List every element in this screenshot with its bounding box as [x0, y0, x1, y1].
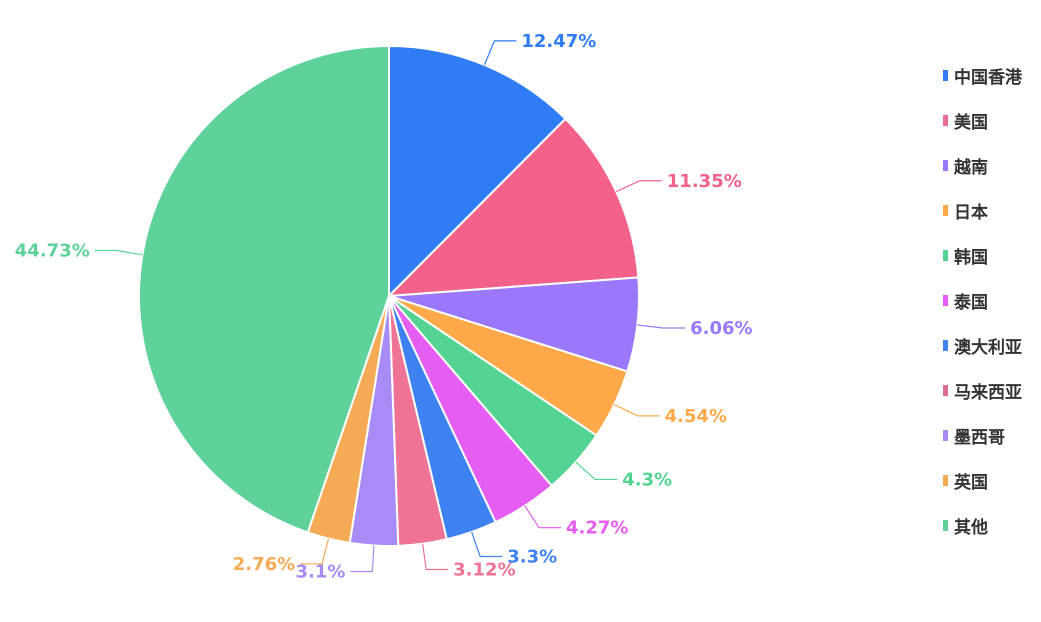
data-label-3: 4.54%	[665, 406, 727, 427]
pie-slice-10[interactable]	[138, 44, 390, 534]
leader-line-6	[471, 531, 503, 558]
legend-swatch	[943, 475, 948, 486]
data-label-8: 3.1%	[295, 561, 345, 582]
legend-label: 日本	[954, 203, 988, 223]
legend-item-6[interactable]: 澳大利亚	[943, 323, 1022, 368]
data-label-0: 12.47%	[521, 31, 596, 52]
legend-label: 墨西哥	[954, 428, 1005, 448]
legend-label: 英国	[954, 473, 988, 493]
legend-label: 韩国	[954, 248, 988, 268]
legend-label: 泰国	[954, 293, 988, 313]
legend-item-8[interactable]: 墨西哥	[943, 413, 1022, 458]
data-label-7: 3.12%	[453, 559, 515, 580]
legend-swatch	[943, 250, 948, 261]
legend-item-2[interactable]: 越南	[943, 143, 1022, 188]
leader-line-9	[300, 538, 330, 565]
chart-legend: 中国香港美国越南日本韩国泰国澳大利亚马来西亚墨西哥英国其他	[943, 53, 1022, 548]
data-label-6: 3.3%	[507, 546, 557, 567]
legend-swatch	[943, 385, 948, 396]
leader-line-2	[637, 324, 686, 329]
leader-line-3	[613, 404, 660, 417]
legend-item-9[interactable]: 英国	[943, 458, 1022, 503]
legend-label: 美国	[954, 113, 988, 133]
legend-swatch	[943, 520, 948, 531]
legend-swatch	[943, 295, 948, 306]
legend-swatch	[943, 205, 948, 216]
legend-item-0[interactable]: 中国香港	[943, 53, 1022, 98]
data-label-9: 2.76%	[233, 554, 295, 575]
legend-label: 越南	[954, 158, 988, 178]
leader-line-0	[483, 40, 517, 66]
leader-line-8	[350, 545, 375, 573]
legend-item-5[interactable]: 泰国	[943, 278, 1022, 323]
leader-line-5	[524, 505, 562, 529]
legend-label: 其他	[954, 518, 988, 538]
leader-line-7	[422, 543, 449, 571]
leader-line-10	[94, 249, 143, 256]
legend-swatch	[943, 160, 948, 171]
legend-item-4[interactable]: 韩国	[943, 233, 1022, 278]
legend-swatch	[943, 115, 948, 126]
legend-swatch	[943, 340, 948, 351]
legend-item-1[interactable]: 美国	[943, 98, 1022, 143]
leader-line-1	[615, 180, 662, 193]
legend-item-10[interactable]: 其他	[943, 503, 1022, 548]
leader-line-4	[575, 461, 618, 481]
legend-label: 澳大利亚	[954, 338, 1022, 358]
legend-item-3[interactable]: 日本	[943, 188, 1022, 233]
data-label-1: 11.35%	[667, 171, 742, 192]
legend-label: 马来西亚	[954, 383, 1022, 403]
legend-swatch	[943, 70, 948, 81]
legend-label: 中国香港	[954, 68, 1022, 88]
data-label-10: 44.73%	[15, 241, 90, 262]
pie-slice-0[interactable]	[388, 44, 567, 299]
legend-item-7[interactable]: 马来西亚	[943, 368, 1022, 413]
data-label-4: 4.3%	[622, 469, 672, 490]
legend-swatch	[943, 430, 948, 441]
data-label-5: 4.27%	[566, 518, 628, 539]
data-label-2: 6.06%	[690, 318, 752, 339]
